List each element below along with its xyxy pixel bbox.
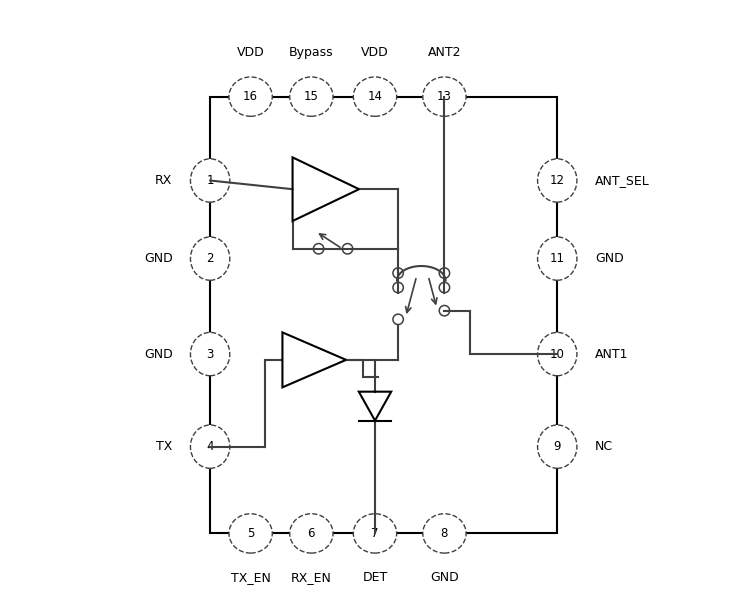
Text: 5: 5 xyxy=(247,527,254,540)
Text: 1: 1 xyxy=(206,174,214,187)
Text: DET: DET xyxy=(362,571,388,584)
Ellipse shape xyxy=(538,159,577,202)
Ellipse shape xyxy=(190,333,230,376)
Ellipse shape xyxy=(229,514,272,553)
Text: 13: 13 xyxy=(437,90,452,103)
Text: ANT2: ANT2 xyxy=(427,46,461,59)
Text: 9: 9 xyxy=(554,440,561,453)
Ellipse shape xyxy=(423,77,466,116)
Text: ANT1: ANT1 xyxy=(595,347,628,361)
Text: NC: NC xyxy=(595,440,613,453)
Text: ANT_SEL: ANT_SEL xyxy=(595,174,650,187)
Text: GND: GND xyxy=(595,252,623,265)
Ellipse shape xyxy=(290,514,333,553)
Text: VDD: VDD xyxy=(237,46,265,59)
Text: 2: 2 xyxy=(206,252,214,265)
Text: 12: 12 xyxy=(550,174,565,187)
Ellipse shape xyxy=(538,333,577,376)
Text: Bypass: Bypass xyxy=(289,46,334,59)
Ellipse shape xyxy=(229,77,272,116)
Text: GND: GND xyxy=(144,252,172,265)
Text: 3: 3 xyxy=(206,347,214,361)
Ellipse shape xyxy=(353,514,397,553)
Text: 14: 14 xyxy=(368,90,382,103)
Text: GND: GND xyxy=(430,571,459,584)
Bar xyxy=(210,97,557,533)
Ellipse shape xyxy=(538,237,577,280)
Ellipse shape xyxy=(290,77,333,116)
Text: 8: 8 xyxy=(441,527,448,540)
Text: 10: 10 xyxy=(550,347,565,361)
Text: 11: 11 xyxy=(550,252,565,265)
Text: 15: 15 xyxy=(304,90,319,103)
Text: RX: RX xyxy=(155,174,172,187)
Text: 6: 6 xyxy=(308,527,315,540)
Ellipse shape xyxy=(538,425,577,468)
Text: 7: 7 xyxy=(371,527,379,540)
Text: TX_EN: TX_EN xyxy=(231,571,271,584)
Text: 4: 4 xyxy=(206,440,214,453)
Ellipse shape xyxy=(190,425,230,468)
Ellipse shape xyxy=(190,159,230,202)
Text: 16: 16 xyxy=(243,90,258,103)
Text: RX_EN: RX_EN xyxy=(291,571,332,584)
Ellipse shape xyxy=(353,77,397,116)
Text: VDD: VDD xyxy=(362,46,388,59)
Ellipse shape xyxy=(190,237,230,280)
Text: TX: TX xyxy=(156,440,172,453)
Ellipse shape xyxy=(423,514,466,553)
Text: GND: GND xyxy=(144,347,172,361)
